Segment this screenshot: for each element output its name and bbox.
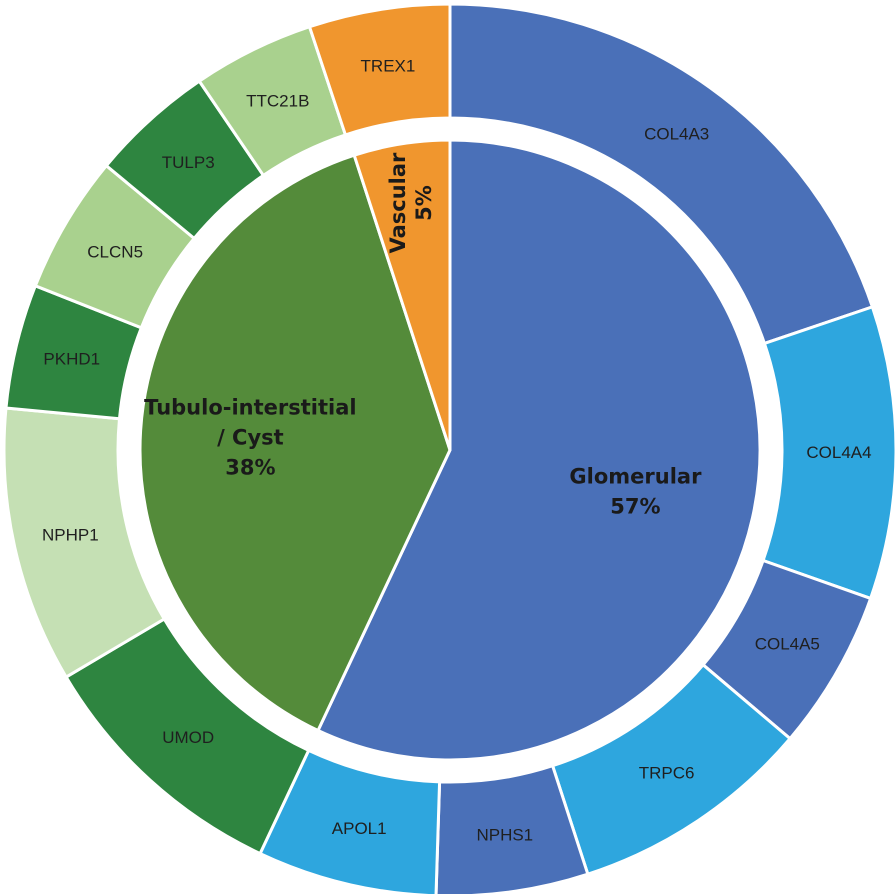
- inner-name-tubulo-interstitial-cyst: Tubulo-interstitial: [144, 395, 356, 419]
- outer-label-clcn5: CLCN5: [87, 242, 143, 261]
- outer-label-nphp1: NPHP1: [42, 525, 99, 544]
- inner-name-vascular: Vascular: [386, 152, 410, 254]
- outer-label-pkhd1: PKHD1: [43, 350, 100, 369]
- inner-label-glomerular: Glomerular 57%: [569, 464, 702, 518]
- outer-label-ttc21b: TTC21B: [246, 92, 309, 111]
- outer-label-umod: UMOD: [162, 728, 214, 747]
- outer-label-col4a5: COL4A5: [755, 634, 820, 653]
- outer-labels: COL4A3 COL4A4 COL4A5 TRPC6 NPHS1 APOL1 UMOD NPH…: [42, 56, 872, 844]
- outer-segment-trex1: [307, 2, 452, 137]
- inner-segment-vascular: [352, 138, 452, 451]
- outer-label-trpc6: TRPC6: [639, 764, 695, 783]
- outer-label-trex1: TREX1: [361, 56, 416, 75]
- outer-label-col4a3: COL4A3: [644, 124, 709, 143]
- inner-percent-glomerular: 57%: [610, 494, 660, 518]
- inner-pie: [138, 138, 762, 762]
- outer-label-nphs1: NPHS1: [476, 826, 533, 845]
- inner-percent-vascular: 5%: [412, 185, 436, 221]
- outer-label-col4a4: COL4A4: [806, 443, 871, 462]
- inner-name-tubulo-interstitial-cyst: / Cyst: [217, 425, 284, 449]
- inner-label-tubulo-interstitial-cyst: Tubulo-interstitial / Cyst 38%: [144, 395, 356, 479]
- inner-percent-tubulo-interstitial-cyst: 38%: [225, 455, 275, 479]
- inner-name-glomerular: Glomerular: [569, 464, 702, 488]
- outer-label-apol1: APOL1: [332, 819, 387, 838]
- inner-segment-tubulo-interstitial-cyst: [138, 153, 452, 733]
- outer-label-tulp3: TULP3: [162, 153, 215, 172]
- inner-labels: Glomerular 57% Tubulo-interstitial / Cyst 38…: [144, 152, 702, 518]
- inner-label-vascular: Vascular 5%: [386, 152, 436, 254]
- inner-segment-glomerular: [316, 138, 762, 762]
